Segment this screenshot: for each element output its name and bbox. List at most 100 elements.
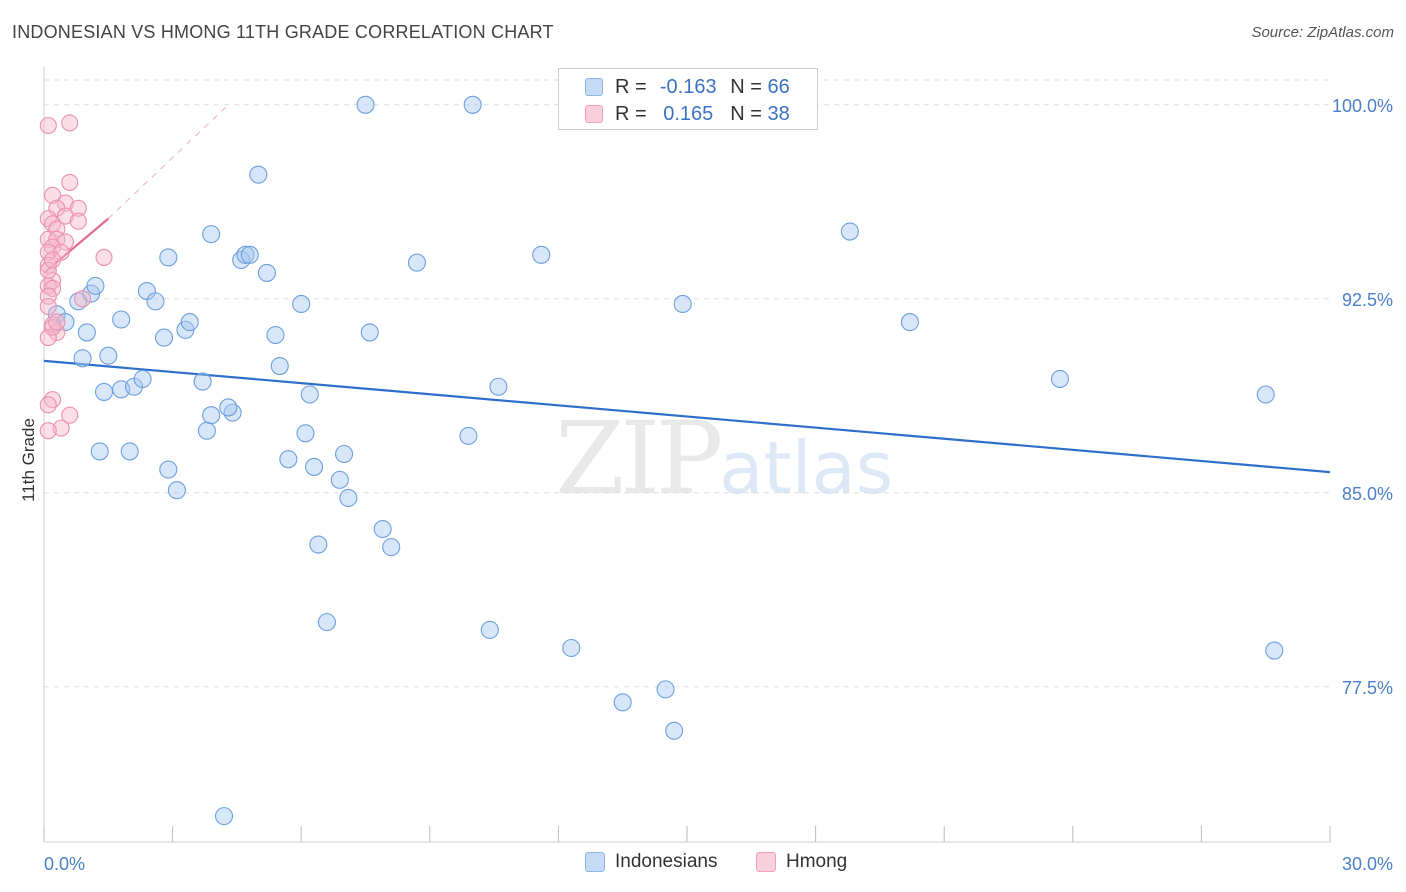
point-indonesians [1256,385,1275,404]
bottom-legend-hmong: Hmong [756,851,847,873]
point-indonesians [339,488,358,508]
point-indonesians [489,377,508,396]
stats-legend: R = -0.163 N = 66 R = 0.165 N = 38 [558,68,818,130]
bottom-legend-swatch-indonesians [585,852,605,872]
point-indonesians [99,346,118,365]
point-indonesians [613,693,632,712]
point-indonesians [317,613,336,632]
trend-line-hmong-extension [107,104,229,220]
point-indonesians [159,248,178,267]
point-indonesians [214,807,234,826]
y-tick-label: 77.5% [1342,678,1393,698]
trend-line-indonesians [43,359,1331,474]
point-indonesians [562,638,581,658]
legend-row-hmong: R = 0.165 N = 38 [585,102,790,126]
chart-source: Source: ZipAtlas.com [1251,24,1394,41]
legend-r-value: -0.163 [659,75,717,98]
legend-swatch-hmong [585,105,603,123]
point-indonesians [219,398,238,417]
point-indonesians [373,519,392,539]
point-hmong [39,230,57,248]
point-hmong [39,261,57,279]
trend-lines [43,104,1331,474]
point-indonesians [249,165,268,184]
point-indonesians [665,721,684,740]
point-indonesians [266,325,285,345]
trend-line-hmong [43,217,110,274]
point-indonesians [159,460,178,479]
point-indonesians [673,294,692,314]
point-hmong [39,116,57,135]
bottom-legend-swatch-hmong [756,852,776,872]
point-indonesians [73,349,92,368]
point-hmong [39,422,57,440]
legend-row-indonesians: R = -0.163 N = 66 [585,75,790,99]
point-indonesians [463,95,482,114]
point-hmong [39,396,57,414]
point-hmong [44,186,62,204]
point-indonesians [1050,369,1069,389]
point-indonesians [300,385,319,404]
point-indonesians [257,263,276,282]
point-hmong [69,212,87,230]
x-tick-label: 0.0% [44,854,85,874]
legend-r-value: 0.165 [663,102,714,125]
legend-n-label: N = [730,102,762,125]
point-indonesians [356,95,375,114]
chart-title: INDONESIAN VS HMONG 11TH GRADE CORRELATI… [12,22,554,42]
gridlines [44,79,1330,688]
point-indonesians [296,424,315,443]
point-hmong [39,298,57,316]
point-indonesians [480,620,499,639]
point-hmong [74,290,92,308]
x-tick-label: 30.0% [1342,854,1393,874]
point-hmong [39,243,57,261]
axis-labels: 77.5% 85.0% 92.5% 100.0% 0.0% 30.0% 11th Grade [19,96,1393,874]
legend-n-value: 38 [767,102,790,125]
legend-r-label: R = [615,102,647,125]
y-tick-label: 85.0% [1342,484,1393,504]
watermark-atlas: atlas [719,426,894,510]
point-indonesians [292,294,311,314]
watermark: ZIPatlas [555,400,893,517]
point-indonesians [309,535,328,554]
point-hmong [48,313,66,331]
point-hmong [56,233,74,251]
point-indonesians [193,372,212,391]
point-indonesians [240,245,259,264]
point-indonesians [279,450,298,469]
point-hmong [56,207,74,225]
point-indonesians [330,470,349,489]
point-hmong [61,173,79,191]
point-indonesians [180,313,199,332]
point-indonesians [236,245,255,264]
point-hmong [61,114,79,132]
point-indonesians [167,481,186,500]
point-indonesians [154,328,174,347]
point-hmong [95,248,113,266]
point-indonesians [656,680,675,699]
point-indonesians [532,245,551,264]
point-hmong [44,279,62,298]
point-hmong [52,419,70,437]
point-indonesians [133,369,152,389]
point-indonesians [360,323,379,342]
point-hmong [69,199,87,217]
point-indonesians [146,292,165,311]
point-indonesians [202,225,221,244]
point-indonesians [77,323,96,342]
point-indonesians [900,313,919,332]
data-points [39,95,1284,826]
watermark-zip: ZIP [555,400,723,517]
point-indonesians [840,222,859,241]
point-indonesians [270,357,289,376]
legend-swatch-indonesians [585,78,603,96]
point-hmong [44,251,62,269]
point-indonesians [1265,641,1284,660]
y-tick-label: 92.5% [1342,290,1393,310]
y-axis-label: 11th Grade [19,418,38,502]
point-indonesians [407,253,426,272]
legend-r-label: R = [615,75,647,98]
point-indonesians [197,421,216,440]
